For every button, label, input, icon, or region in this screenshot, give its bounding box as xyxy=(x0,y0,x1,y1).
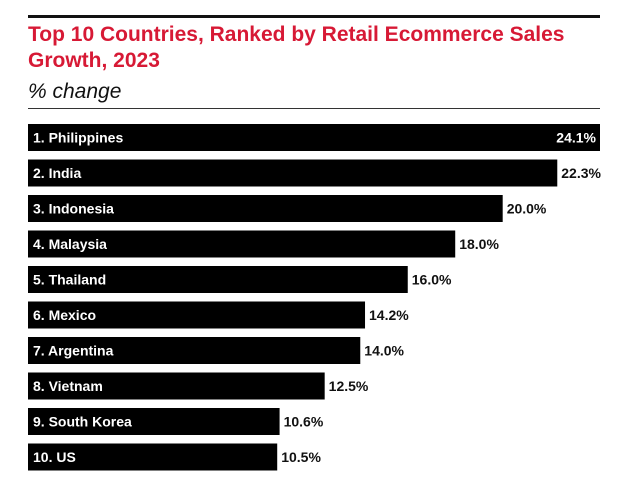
bar xyxy=(28,230,456,258)
value-label: 12.5% xyxy=(329,378,369,394)
bar xyxy=(28,372,325,400)
category-label: 10. US xyxy=(33,449,76,465)
category-label: 9. South Korea xyxy=(33,414,132,430)
value-label: 20.0% xyxy=(507,201,547,217)
value-label: 22.3% xyxy=(561,165,601,181)
bar xyxy=(28,195,503,222)
value-label: 16.0% xyxy=(412,272,452,288)
chart-subtitle: % change xyxy=(28,80,122,103)
category-label: 4. Malaysia xyxy=(33,236,107,252)
category-label: 2. India xyxy=(33,165,81,181)
bar xyxy=(28,443,278,471)
category-label: 3. Indonesia xyxy=(33,201,114,217)
value-label: 18.0% xyxy=(459,236,499,252)
category-label: 6. Mexico xyxy=(33,307,96,323)
bar xyxy=(28,408,280,435)
value-label: 14.0% xyxy=(364,343,404,359)
category-label: 1. Philippines xyxy=(33,130,123,146)
top-rule xyxy=(28,15,600,18)
bar xyxy=(28,159,558,187)
chart-title: Top 10 Countries, Ranked by Retail Ecomm… xyxy=(28,23,565,72)
header-rule xyxy=(28,108,600,109)
bar xyxy=(28,337,361,364)
category-label: 8. Vietnam xyxy=(33,378,103,394)
value-label: 10.5% xyxy=(281,449,321,465)
value-label: 10.6% xyxy=(284,414,324,430)
bar xyxy=(28,301,366,329)
category-label: 7. Argentina xyxy=(33,343,114,359)
bar xyxy=(28,124,600,151)
category-label: 5. Thailand xyxy=(33,272,106,288)
value-label: 24.1% xyxy=(556,130,596,146)
value-label: 14.2% xyxy=(369,307,409,323)
bar xyxy=(28,266,408,293)
